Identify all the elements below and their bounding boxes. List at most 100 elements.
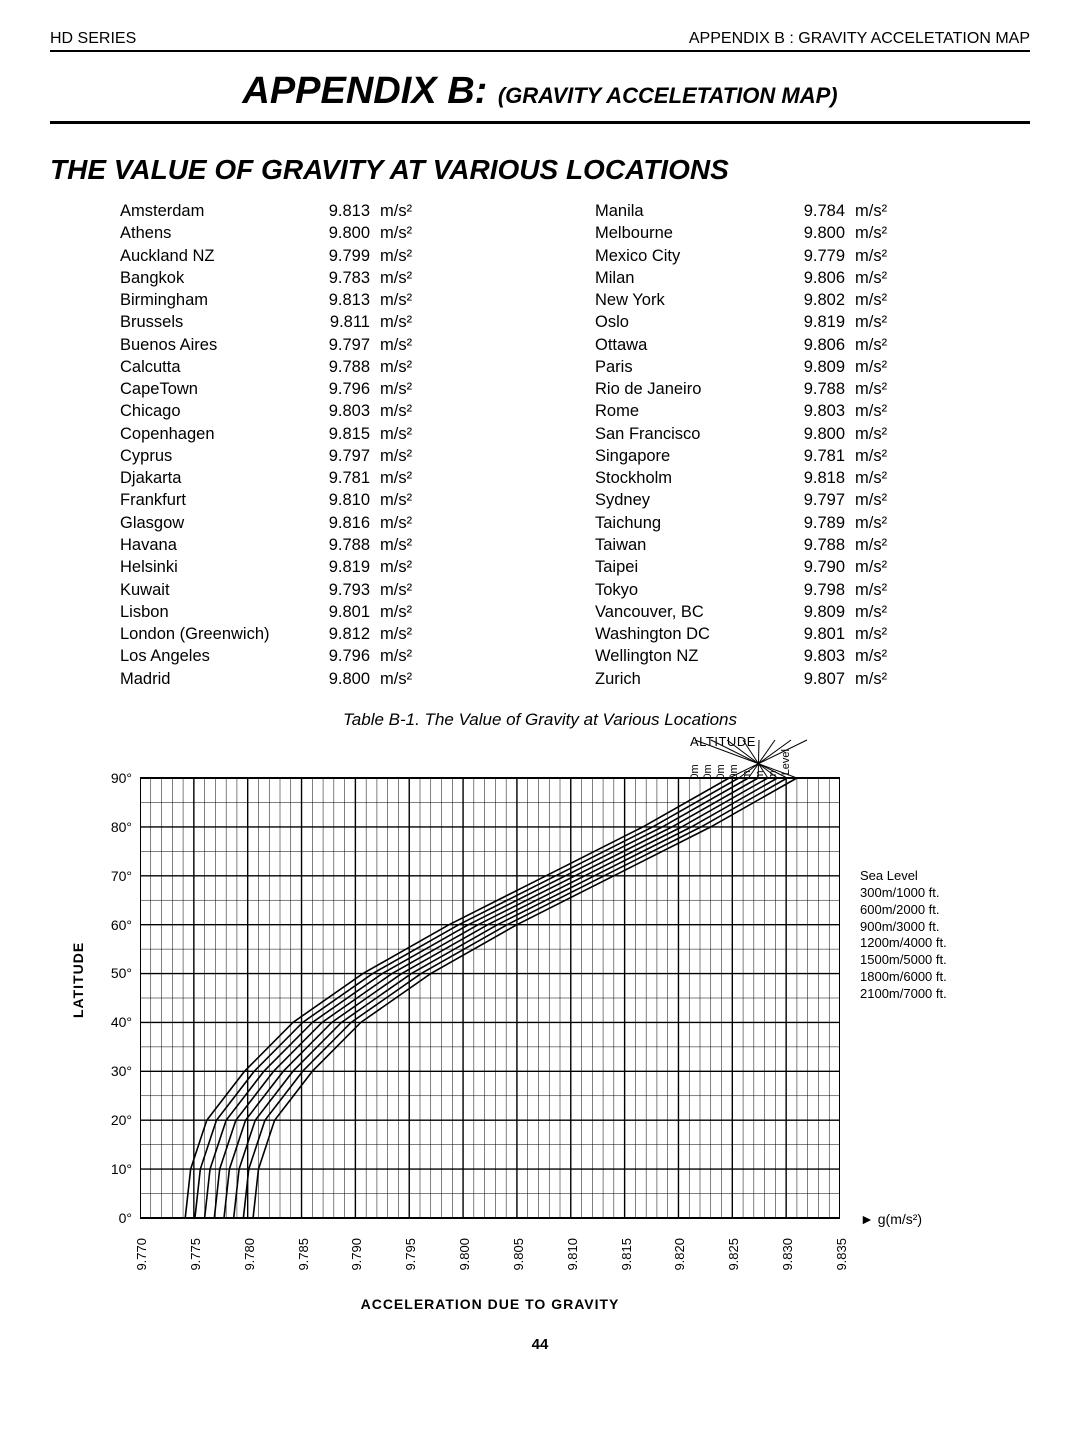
unit-label: m/s² xyxy=(370,645,412,667)
chart-svg xyxy=(140,738,840,1288)
city-name: Taichung xyxy=(595,512,785,534)
table-row: Paris9.809m/s² xyxy=(595,356,1030,378)
unit-label: m/s² xyxy=(370,423,412,445)
table-row: Taichung9.789m/s² xyxy=(595,512,1030,534)
gravity-value: 9.793 xyxy=(310,579,370,601)
unit-label: m/s² xyxy=(845,378,887,400)
table-row: London (Greenwich)9.812m/s² xyxy=(120,623,555,645)
y-tick: 80° xyxy=(111,819,132,835)
table-row: Taipei9.790m/s² xyxy=(595,556,1030,578)
gravity-value: 9.779 xyxy=(785,245,845,267)
y-tick: 20° xyxy=(111,1112,132,1128)
city-name: Tokyo xyxy=(595,579,785,601)
unit-label: m/s² xyxy=(370,601,412,623)
gravity-value: 9.803 xyxy=(785,645,845,667)
unit-label: m/s² xyxy=(845,668,887,690)
city-name: Ottawa xyxy=(595,334,785,356)
gravity-value: 9.810 xyxy=(310,489,370,511)
gravity-value: 9.798 xyxy=(785,579,845,601)
gravity-value: 9.815 xyxy=(310,423,370,445)
city-name: Taiwan xyxy=(595,534,785,556)
city-name: Stockholm xyxy=(595,467,785,489)
legend-item: 300m/1000 ft. xyxy=(860,885,947,902)
gravity-value: 9.781 xyxy=(310,467,370,489)
x-tick: 9.795 xyxy=(403,1238,418,1271)
city-name: Zurich xyxy=(595,668,785,690)
table-row: Chicago9.803m/s² xyxy=(120,400,555,422)
gravity-value: 9.800 xyxy=(785,423,845,445)
city-name: Bangkok xyxy=(120,267,310,289)
table-row: Helsinki9.819m/s² xyxy=(120,556,555,578)
gravity-value: 9.813 xyxy=(310,289,370,311)
city-name: Singapore xyxy=(595,445,785,467)
unit-label: m/s² xyxy=(845,512,887,534)
city-name: New York xyxy=(595,289,785,311)
y-tick: 90° xyxy=(111,770,132,786)
city-name: Cyprus xyxy=(120,445,310,467)
appendix-title: APPENDIX B: (GRAVITY ACCELETATION MAP) xyxy=(50,70,1030,124)
unit-label: m/s² xyxy=(370,311,412,333)
legend-item: 600m/2000 ft. xyxy=(860,902,947,919)
gravity-value: 9.807 xyxy=(785,668,845,690)
legend-item: 1200m/4000 ft. xyxy=(860,935,947,952)
city-name: Calcutta xyxy=(120,356,310,378)
unit-label: m/s² xyxy=(845,623,887,645)
table-row: Zurich9.807m/s² xyxy=(595,668,1030,690)
unit-label: m/s² xyxy=(845,400,887,422)
city-name: Kuwait xyxy=(120,579,310,601)
city-name: Athens xyxy=(120,222,310,244)
table-row: Birmingham9.813m/s² xyxy=(120,289,555,311)
gravity-value: 9.797 xyxy=(310,445,370,467)
gravity-value: 9.813 xyxy=(310,200,370,222)
legend-item: 900m/3000 ft. xyxy=(860,919,947,936)
page-header: HD SERIES APPENDIX B : GRAVITY ACCELETAT… xyxy=(50,30,1030,52)
x-tick: 9.810 xyxy=(565,1238,580,1271)
unit-label: m/s² xyxy=(370,534,412,556)
gravity-value: 9.790 xyxy=(785,556,845,578)
unit-label: m/s² xyxy=(845,311,887,333)
table-row: Washington DC9.801m/s² xyxy=(595,623,1030,645)
gravity-value: 9.788 xyxy=(785,378,845,400)
table-row: Djakarta9.781m/s² xyxy=(120,467,555,489)
gravity-value: 9.800 xyxy=(785,222,845,244)
city-name: Copenhagen xyxy=(120,423,310,445)
gravity-value: 9.803 xyxy=(785,400,845,422)
y-tick: 0° xyxy=(119,1210,132,1226)
table-row: Lisbon9.801m/s² xyxy=(120,601,555,623)
unit-label: m/s² xyxy=(845,423,887,445)
unit-label: m/s² xyxy=(370,245,412,267)
gravity-value: 9.802 xyxy=(785,289,845,311)
gravity-table: Amsterdam9.813m/s²Athens9.800m/s²Aucklan… xyxy=(120,200,1030,690)
city-name: Birmingham xyxy=(120,289,310,311)
gravity-value: 9.806 xyxy=(785,267,845,289)
city-name: Paris xyxy=(595,356,785,378)
title-sub: (GRAVITY ACCELETATION MAP) xyxy=(498,83,838,108)
g-unit-label: ► g(m/s²) xyxy=(860,1211,922,1227)
city-name: Melbourne xyxy=(595,222,785,244)
table-row: Singapore9.781m/s² xyxy=(595,445,1030,467)
x-tick: 9.780 xyxy=(242,1238,257,1271)
table-row: Milan9.806m/s² xyxy=(595,267,1030,289)
city-name: Brussels xyxy=(120,311,310,333)
city-name: Oslo xyxy=(595,311,785,333)
table-row: Taiwan9.788m/s² xyxy=(595,534,1030,556)
y-tick: 70° xyxy=(111,868,132,884)
city-name: Taipei xyxy=(595,556,785,578)
y-tick: 30° xyxy=(111,1063,132,1079)
table-row: Sydney9.797m/s² xyxy=(595,489,1030,511)
unit-label: m/s² xyxy=(845,445,887,467)
y-tick: 50° xyxy=(111,965,132,981)
y-tick: 60° xyxy=(111,917,132,933)
unit-label: m/s² xyxy=(845,579,887,601)
city-name: Rome xyxy=(595,400,785,422)
city-name: Amsterdam xyxy=(120,200,310,222)
unit-label: m/s² xyxy=(370,400,412,422)
city-name: Washington DC xyxy=(595,623,785,645)
gravity-value: 9.812 xyxy=(310,623,370,645)
legend-item: 1800m/6000 ft. xyxy=(860,969,947,986)
gravity-value: 9.799 xyxy=(310,245,370,267)
x-tick: 9.830 xyxy=(780,1238,795,1271)
unit-label: m/s² xyxy=(370,467,412,489)
city-name: London (Greenwich) xyxy=(120,623,310,645)
city-name: Lisbon xyxy=(120,601,310,623)
